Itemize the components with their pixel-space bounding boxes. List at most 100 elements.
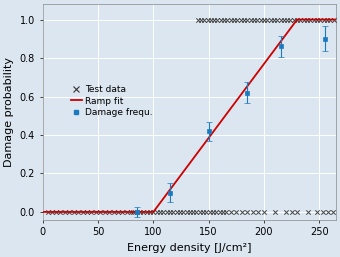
Point (291, 17, 296, 22)
Point (171, 210, 176, 214)
Point (228, 17, 234, 22)
Point (164, 210, 169, 214)
Point (281, 17, 287, 22)
Point (187, 210, 192, 214)
Point (129, 210, 134, 214)
Point (228, 210, 234, 214)
Point (131, 210, 136, 214)
Point (245, 210, 250, 214)
Point (318, 17, 323, 22)
Point (268, 17, 273, 22)
Point (111, 210, 116, 214)
Point (181, 210, 186, 214)
Point (211, 17, 217, 22)
Y-axis label: Damage probability: Damage probability (4, 57, 14, 167)
Point (231, 17, 237, 22)
Point (198, 17, 204, 22)
Point (89, 210, 94, 214)
Point (84, 210, 90, 214)
Point (49, 210, 54, 214)
Point (265, 17, 270, 22)
Point (190, 210, 196, 214)
Point (151, 210, 156, 214)
Point (285, 17, 290, 22)
Point (115, 210, 121, 214)
Point (261, 210, 267, 214)
Point (327, 17, 333, 22)
Point (137, 210, 143, 214)
Point (248, 17, 253, 22)
Point (261, 17, 267, 22)
Point (214, 210, 219, 214)
Legend: Test data, Ramp fit, Damage frequ.: Test data, Ramp fit, Damage frequ. (71, 85, 153, 117)
Point (245, 17, 250, 22)
Point (308, 17, 313, 22)
Point (174, 210, 179, 214)
Point (314, 17, 320, 22)
Point (289, 210, 294, 214)
Point (235, 17, 240, 22)
Point (53, 210, 59, 214)
Point (320, 210, 325, 214)
Point (62, 210, 68, 214)
Point (144, 210, 149, 214)
Point (331, 17, 336, 22)
Point (221, 17, 227, 22)
Point (311, 17, 317, 22)
Point (325, 210, 331, 214)
Point (93, 210, 99, 214)
Point (241, 17, 247, 22)
Point (250, 210, 256, 214)
Point (271, 17, 277, 22)
Point (141, 210, 146, 214)
Point (274, 17, 280, 22)
Point (194, 210, 199, 214)
Point (205, 17, 210, 22)
Point (197, 210, 203, 214)
Point (46, 210, 51, 214)
Point (255, 17, 260, 22)
Point (202, 17, 207, 22)
Point (305, 210, 311, 214)
Point (272, 210, 278, 214)
Point (210, 210, 216, 214)
Point (220, 210, 226, 214)
Point (294, 210, 300, 214)
Point (204, 210, 209, 214)
Point (75, 210, 81, 214)
Point (218, 17, 223, 22)
Point (102, 210, 107, 214)
Point (258, 17, 264, 22)
Point (225, 17, 230, 22)
Point (215, 17, 220, 22)
Point (324, 17, 330, 22)
Point (298, 17, 303, 22)
Point (124, 210, 130, 214)
Point (106, 210, 112, 214)
Point (177, 210, 183, 214)
Point (283, 210, 289, 214)
Point (195, 17, 200, 22)
Point (321, 17, 326, 22)
Point (208, 17, 214, 22)
Point (58, 210, 63, 214)
Point (134, 210, 139, 214)
Point (80, 210, 85, 214)
Point (238, 17, 243, 22)
Point (294, 17, 300, 22)
Point (120, 210, 125, 214)
Point (278, 17, 283, 22)
Point (217, 210, 222, 214)
Point (234, 210, 239, 214)
X-axis label: Energy density [J/cm²]: Energy density [J/cm²] (127, 243, 252, 253)
Point (167, 210, 173, 214)
Point (330, 210, 335, 214)
Point (207, 210, 212, 214)
Point (251, 17, 257, 22)
Point (314, 210, 320, 214)
Point (157, 210, 163, 214)
Point (304, 17, 310, 22)
Point (147, 210, 153, 214)
Point (98, 210, 103, 214)
Point (301, 17, 306, 22)
